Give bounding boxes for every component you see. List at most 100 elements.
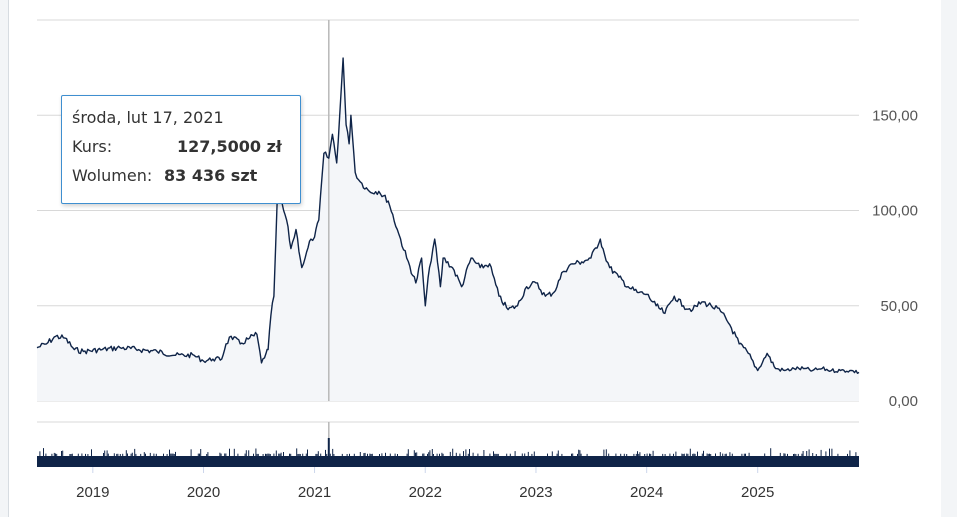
volume-bar bbox=[296, 448, 298, 456]
volume-bar bbox=[715, 453, 716, 456]
volume-bar bbox=[719, 452, 721, 456]
volume-bar bbox=[257, 453, 259, 456]
volume-bar bbox=[130, 453, 132, 456]
volume-bar bbox=[85, 453, 86, 456]
volume-bar bbox=[131, 452, 133, 456]
volume-bar bbox=[125, 450, 127, 456]
volume-bar bbox=[61, 451, 62, 456]
volume-bar bbox=[385, 452, 386, 456]
volume-bar bbox=[741, 453, 743, 456]
volume-bar bbox=[675, 451, 677, 456]
volume-bar bbox=[608, 453, 610, 456]
volume-bar bbox=[635, 453, 637, 456]
volume-bar bbox=[787, 453, 788, 456]
volume-bar bbox=[633, 453, 635, 456]
volume-bar bbox=[116, 453, 118, 456]
volume-bar bbox=[686, 453, 688, 456]
volume-bar bbox=[333, 454, 335, 456]
volume-bar bbox=[248, 450, 250, 456]
volume-bar bbox=[367, 453, 368, 456]
volume-bar bbox=[815, 454, 817, 456]
volume-bar bbox=[467, 453, 469, 456]
volume-bar bbox=[428, 452, 430, 456]
volume-bar bbox=[413, 450, 415, 456]
volume-bar bbox=[190, 449, 192, 456]
y-tick-label: 150,00 bbox=[872, 107, 918, 124]
volume-bar bbox=[422, 453, 424, 456]
volume-bar bbox=[694, 453, 696, 456]
volume-bar bbox=[371, 453, 373, 456]
volume-bar bbox=[571, 453, 572, 456]
tooltip-volume-label: Wolumen: bbox=[72, 166, 153, 185]
volume-bar bbox=[107, 453, 109, 456]
volume-bar bbox=[289, 453, 290, 456]
volume-bar bbox=[472, 452, 474, 456]
volume-bar bbox=[278, 453, 280, 456]
volume-bar bbox=[45, 453, 47, 456]
volume-bar bbox=[682, 454, 684, 456]
volume-bar bbox=[170, 453, 172, 456]
volume-bar bbox=[349, 453, 350, 456]
volume-bar bbox=[416, 452, 418, 456]
volume-bar bbox=[731, 453, 733, 456]
volume-bar bbox=[465, 449, 467, 456]
volume-bar bbox=[315, 453, 317, 456]
volume-bar bbox=[580, 453, 582, 456]
volume-bar bbox=[793, 454, 794, 456]
volume-bar bbox=[784, 453, 786, 456]
volume-bar bbox=[442, 453, 444, 456]
volume-bar bbox=[669, 453, 671, 456]
volume-bar bbox=[637, 451, 638, 456]
x-tick-label: 2022 bbox=[409, 484, 442, 501]
price-line bbox=[36, 57, 860, 374]
volume-bar bbox=[163, 453, 164, 456]
volume-bar bbox=[81, 453, 83, 456]
volume-base bbox=[37, 456, 859, 467]
volume-bar bbox=[707, 453, 709, 456]
volume-bar bbox=[709, 453, 710, 456]
volume-bar bbox=[783, 453, 785, 456]
x-tick-label: 2021 bbox=[298, 484, 331, 501]
volume-bar bbox=[320, 453, 322, 456]
chart-tooltip: środa, lut 17, 2021 Kurs: 127,5000 zł Wo… bbox=[61, 95, 301, 204]
volume-bar bbox=[439, 453, 440, 456]
volume-bar bbox=[623, 453, 625, 456]
volume-bar bbox=[493, 451, 494, 456]
volume-bar bbox=[605, 449, 607, 456]
volume-bar bbox=[496, 453, 498, 456]
volume-bar bbox=[837, 453, 839, 456]
volume-bar bbox=[265, 453, 266, 456]
volume-bar bbox=[394, 453, 396, 456]
volume-bar bbox=[577, 453, 578, 456]
volume-bar bbox=[441, 452, 443, 456]
volume-bar bbox=[687, 453, 689, 456]
volume-bar bbox=[855, 452, 857, 456]
volume-bar bbox=[166, 454, 168, 456]
volume-bar bbox=[794, 453, 796, 456]
volume-bar bbox=[326, 453, 328, 456]
volume-bar bbox=[514, 451, 516, 456]
volume-bar bbox=[134, 448, 136, 456]
volume-bar bbox=[229, 448, 230, 456]
x-tick-label: 2019 bbox=[76, 484, 109, 501]
volume-bar bbox=[363, 453, 365, 456]
volume-bar bbox=[725, 453, 727, 456]
x-tick-label: 2025 bbox=[741, 484, 774, 501]
volume-bar bbox=[220, 453, 222, 456]
volume-bar bbox=[302, 453, 304, 456]
volume-bar bbox=[551, 451, 553, 456]
volume-bar bbox=[245, 450, 247, 456]
volume-bar bbox=[706, 453, 708, 456]
volume-bar bbox=[743, 453, 745, 456]
volume-bar bbox=[463, 451, 464, 456]
volume-bar bbox=[521, 453, 523, 456]
volume-bar bbox=[353, 453, 355, 456]
volume-bar bbox=[673, 453, 674, 456]
volume-bar bbox=[155, 453, 157, 456]
volume-bar bbox=[275, 450, 277, 456]
volume-bar bbox=[764, 453, 766, 456]
chart-card bbox=[8, 0, 942, 517]
tooltip-date: środa, lut 17, 2021 bbox=[72, 108, 224, 127]
volume-bar bbox=[572, 453, 574, 456]
